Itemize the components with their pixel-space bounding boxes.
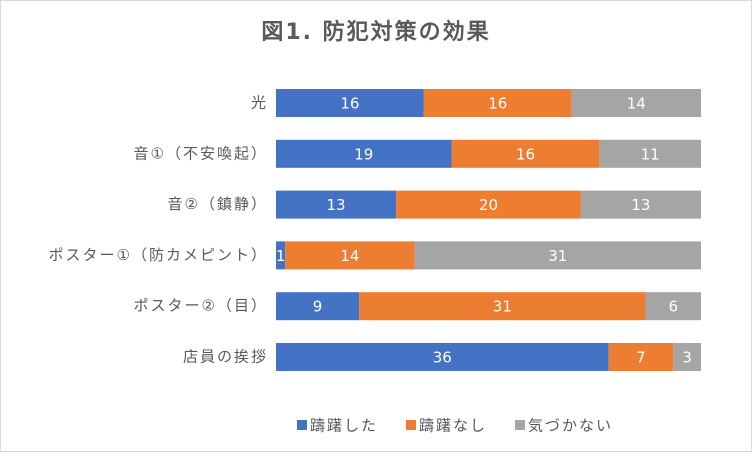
bar-segment — [599, 139, 701, 168]
data-label: 3 — [682, 349, 692, 367]
bar-segment — [571, 89, 701, 117]
data-label: 13 — [327, 196, 346, 214]
legend-label: 気づかない — [528, 417, 613, 435]
legend-swatch — [297, 420, 307, 430]
bar-segment — [423, 89, 572, 117]
data-label: 19 — [354, 145, 373, 163]
data-label: 6 — [669, 298, 679, 316]
data-label: 16 — [488, 95, 507, 113]
legend-label: 躊躇した — [310, 417, 378, 435]
legend-swatch — [515, 420, 525, 430]
bar-segment — [285, 241, 415, 270]
bar-segment — [645, 292, 701, 321]
bar-segment — [276, 343, 609, 371]
bar-segment — [673, 343, 701, 371]
data-label: 1 — [276, 247, 286, 265]
y-tick-label: 音②（鎮静） — [168, 195, 268, 213]
bar-segment — [359, 292, 646, 321]
y-tick-label: 音①（不安喚起） — [134, 144, 268, 162]
data-label: 14 — [340, 247, 359, 265]
data-label: 14 — [627, 95, 646, 113]
bar-segment — [276, 89, 424, 117]
y-tick-label: 店員の挨拶 — [183, 348, 268, 366]
bar-segment — [276, 190, 397, 219]
data-label: 7 — [636, 349, 646, 367]
chart-title: 図1. 防犯対策の効果 — [261, 19, 490, 45]
bar-segment — [580, 190, 701, 219]
bar-segment — [414, 241, 701, 270]
data-label: 16 — [516, 145, 535, 163]
y-tick-label: 光 — [251, 94, 268, 112]
legend-label: 躊躇なし — [419, 417, 487, 435]
data-label: 31 — [493, 298, 512, 316]
bar-segment — [276, 292, 360, 321]
bar-segment — [451, 139, 600, 168]
bar-segment — [276, 139, 452, 168]
data-label: 13 — [631, 196, 650, 214]
data-label: 16 — [340, 95, 359, 113]
data-label: 9 — [313, 298, 323, 316]
data-label: 36 — [433, 349, 452, 367]
data-label: 11 — [641, 145, 660, 163]
bar-segment — [276, 241, 286, 270]
data-label: 20 — [479, 196, 498, 214]
y-tick-label: ポスター①（防カメピント） — [49, 246, 268, 264]
legend-swatch — [406, 420, 416, 430]
data-label: 31 — [548, 247, 567, 265]
bar-segment — [608, 343, 674, 371]
bar-segment — [396, 190, 581, 219]
y-tick-label: ポスター②（目） — [134, 297, 268, 315]
